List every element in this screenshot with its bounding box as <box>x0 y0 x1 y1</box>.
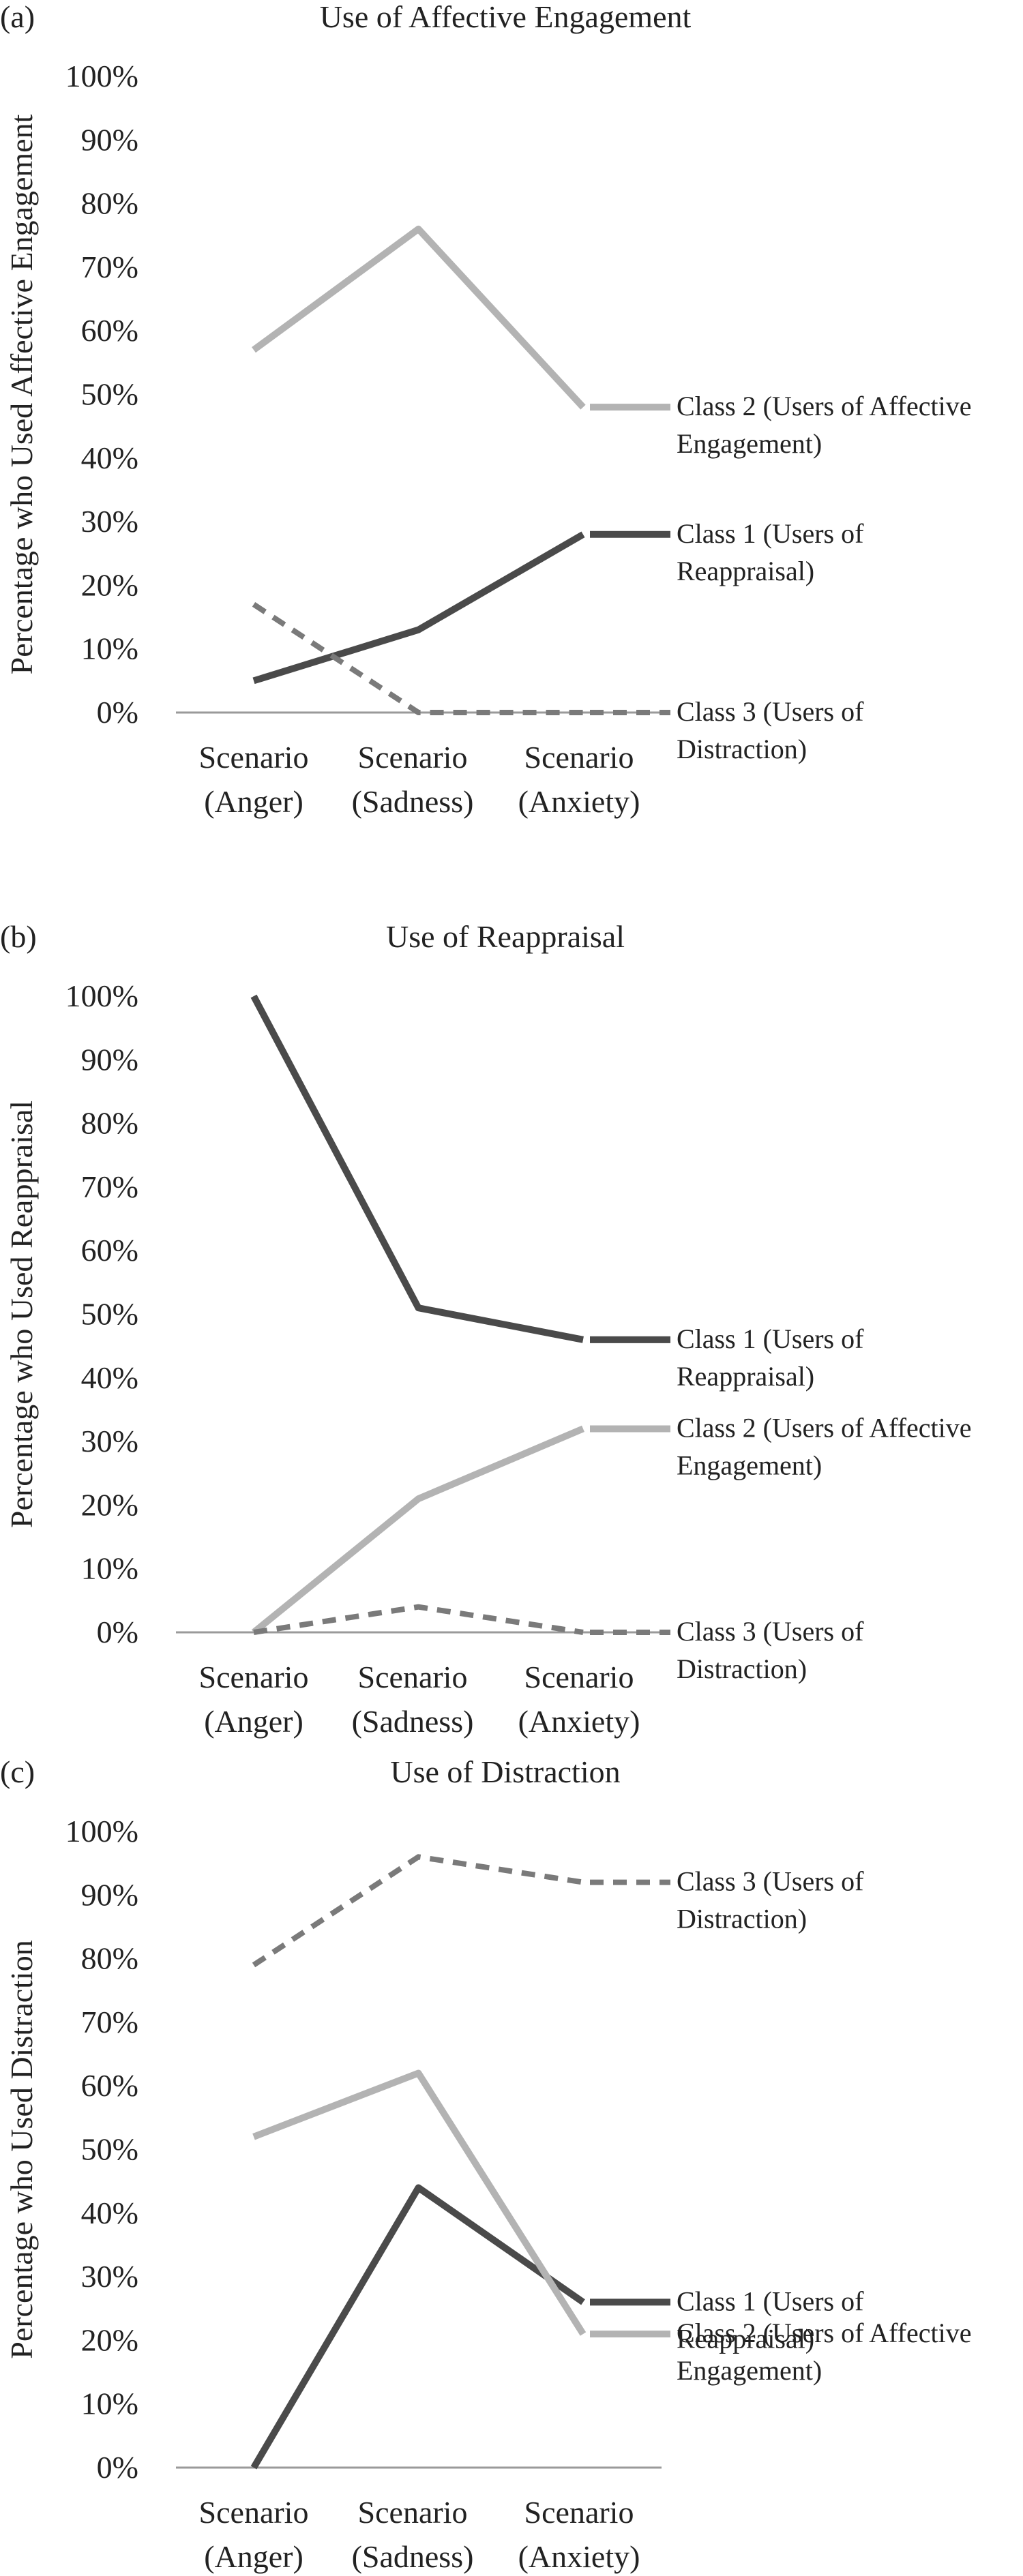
x-tick-label: (Anger) <box>204 1704 303 1739</box>
x-tick-label: (Anxiety) <box>518 2539 640 2574</box>
legend-label: Class 1 (Users of <box>677 2286 864 2316</box>
y-tick-label: 80% <box>81 186 138 221</box>
x-tick-label: Scenario <box>524 2495 634 2530</box>
y-tick-label: 60% <box>81 1233 138 1268</box>
y-axis-title: Percentage who Used Distraction <box>4 1940 39 2358</box>
y-tick-label: 50% <box>81 377 138 412</box>
series-line <box>252 531 585 685</box>
x-tick-label: Scenario <box>199 2495 309 2530</box>
y-tick-label: 20% <box>81 2322 138 2357</box>
y-tick-label: 0% <box>97 2450 138 2485</box>
y-tick-label: 50% <box>81 2132 138 2167</box>
y-tick-label: 20% <box>81 567 138 602</box>
x-tick-label: (Sadness) <box>352 2539 474 2574</box>
y-tick-label: 40% <box>81 1360 138 1395</box>
legend-label: Class 1 (Users of <box>677 1323 864 1354</box>
legend-label: Engagement) <box>677 428 822 459</box>
legend-label: Class 2 (Users of Affective <box>677 2318 972 2348</box>
y-tick-label: 0% <box>97 695 138 730</box>
y-tick-label: 50% <box>81 1297 138 1332</box>
x-tick-label: (Anger) <box>204 784 303 819</box>
y-tick-label: 40% <box>81 440 138 475</box>
x-tick-label: Scenario <box>199 1660 309 1694</box>
x-tick-label: (Sadness) <box>352 784 474 819</box>
y-tick-label: 80% <box>81 1106 138 1141</box>
series-line <box>252 2069 587 2336</box>
y-tick-label: 20% <box>81 1487 138 1522</box>
x-tick-label: Scenario <box>358 1660 468 1694</box>
y-tick-label: 70% <box>81 2005 138 2039</box>
legend-label: Reappraisal) <box>677 1361 814 1392</box>
y-tick-label: 90% <box>81 122 138 157</box>
y-tick-label: 100% <box>65 59 138 93</box>
y-axis-title: Percentage who Used Reappraisal <box>4 1100 39 1528</box>
x-tick-label: (Sadness) <box>352 1704 474 1739</box>
legend-label: Reappraisal) <box>677 2323 814 2354</box>
legend-label: Distraction) <box>677 1904 807 1934</box>
y-tick-label: 70% <box>81 250 138 284</box>
y-tick-label: 10% <box>81 631 138 666</box>
legend-label: Class 2 (Users of Affective <box>677 1412 972 1443</box>
y-tick-label: 30% <box>81 2259 138 2294</box>
x-tick-label: (Anger) <box>204 2539 303 2574</box>
chart-title: Use of Affective Engagement <box>320 0 692 34</box>
x-tick-label: Scenario <box>199 740 309 775</box>
y-tick-label: 70% <box>81 1169 138 1204</box>
y-tick-label: 90% <box>81 1042 138 1077</box>
series-line <box>252 225 586 410</box>
legend-label: Class 1 (Users of <box>677 518 864 549</box>
y-tick-label: 80% <box>81 1941 138 1976</box>
y-tick-label: 60% <box>81 313 138 348</box>
y-tick-label: 60% <box>81 2068 138 2103</box>
x-tick-label: Scenario <box>524 740 634 775</box>
legend-label: Class 3 (Users of <box>677 1866 864 1897</box>
x-tick-label: Scenario <box>524 1660 634 1694</box>
legend-label: Distraction) <box>677 1653 807 1684</box>
chart-panel: (a) Use of Affective Engagement Percentage… <box>0 0 972 819</box>
y-tick-label: 100% <box>65 978 138 1013</box>
series-line <box>252 1854 584 1968</box>
series-line <box>252 602 583 715</box>
chart-title: Use of Distraction <box>390 1754 620 1789</box>
series-line <box>251 1425 584 1635</box>
y-axis-title: Percentage who Used Affective Engagement <box>4 114 39 674</box>
chart-title: Use of Reappraisal <box>386 919 625 954</box>
series-line <box>250 994 584 1343</box>
y-tick-label: 90% <box>81 1877 138 1912</box>
y-tick-label: 0% <box>97 1615 138 1649</box>
chart-panel: (b) Use of Reappraisal Percentage who Used… <box>0 919 972 1739</box>
legend-label: Engagement) <box>677 1450 822 1480</box>
panel-label: (b) <box>0 919 37 954</box>
legend-label: Class 3 (Users of <box>677 696 864 727</box>
y-tick-label: 10% <box>81 2386 138 2421</box>
y-tick-label: 40% <box>81 2196 138 2230</box>
panel-label: (a) <box>0 0 35 34</box>
y-tick-label: 30% <box>81 1424 138 1458</box>
series-line <box>250 2184 585 2470</box>
y-tick-label: 30% <box>81 504 138 539</box>
legend-label: Reappraisal) <box>677 556 814 586</box>
legend-label: Class 2 (Users of Affective <box>677 391 972 421</box>
panel-label: (c) <box>0 1754 35 1789</box>
chart-panel: (c) Use of Distraction Percentage who Used… <box>0 1754 972 2574</box>
y-tick-label: 100% <box>65 1814 138 1848</box>
x-tick-label: (Anxiety) <box>518 784 640 819</box>
x-tick-label: (Anxiety) <box>518 1704 640 1739</box>
legend-label: Engagement) <box>677 2355 822 2386</box>
x-tick-label: Scenario <box>358 2495 468 2530</box>
legend-label: Distraction) <box>677 734 807 764</box>
x-tick-label: Scenario <box>358 740 468 775</box>
y-tick-label: 10% <box>81 1551 138 1586</box>
legend-label: Class 3 (Users of <box>677 1616 864 1647</box>
series-line <box>253 1604 584 1635</box>
